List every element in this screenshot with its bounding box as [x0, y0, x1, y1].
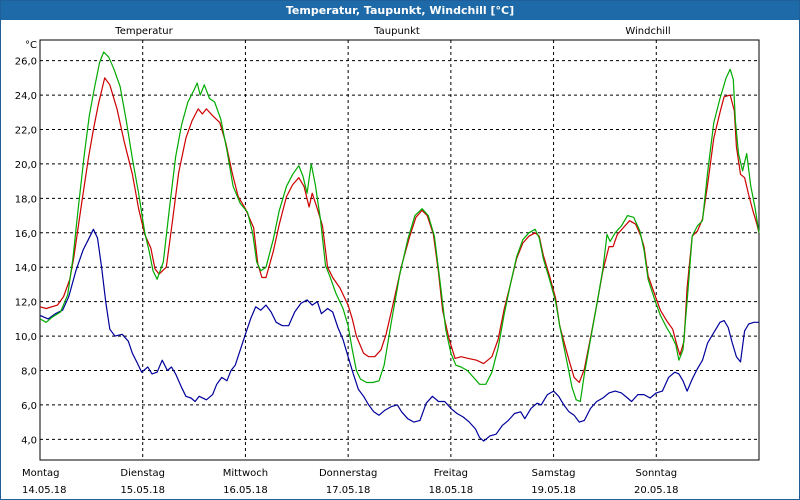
series-line-temperatur [39, 77, 760, 384]
x-tick-day-label: Montag [22, 468, 59, 479]
x-tick-day-label: Samstag [532, 468, 576, 479]
y-tick-label: 16,0 [15, 229, 37, 240]
x-tick-date-label: 16.05.18 [223, 485, 268, 496]
x-tick-date-label: 20.05.18 [634, 485, 679, 496]
y-tick-label: 22,0 [15, 126, 37, 137]
x-tick-date-label: 14.05.18 [22, 485, 67, 496]
legend: Temperatur Taupunkt Windchill [114, 26, 670, 37]
legend-entry-temperatur: Temperatur [114, 26, 173, 37]
x-tick-day-label: Donnerstag [319, 468, 377, 479]
y-tick-label: 26,0 [15, 57, 37, 68]
legend-entry-windchill: Windchill [625, 26, 670, 37]
y-tick-label: 4,0 [21, 435, 37, 446]
y-tick-label: 12,0 [15, 298, 37, 309]
series-lines [39, 51, 760, 442]
y-tick-label: 6,0 [21, 401, 37, 412]
x-tick-day-label: Sonntag [636, 468, 678, 479]
plot-area [39, 39, 760, 461]
x-tick-day-label: Mittwoch [223, 468, 268, 479]
series-line-taupunkt [39, 228, 759, 442]
x-tick-date-label: 15.05.18 [120, 485, 165, 496]
y-tick-label: 24,0 [15, 91, 37, 102]
x-axis: Montag 14.05.18 Dienstag 15.05.18 Mittwoch 16… [22, 468, 679, 496]
y-tick-label: 10,0 [15, 332, 37, 343]
y-axis: 4,0 6,0 8,0 10,0 12,0 14,0 16,0 18,0 20,0 22,0 24,… [15, 57, 37, 447]
x-tick-date-label: 19.05.18 [531, 485, 576, 496]
y-tick-label: 8,0 [21, 366, 37, 377]
x-tick-day-label: Dienstag [120, 468, 165, 479]
grid [40, 40, 759, 460]
y-tick-label: 18,0 [15, 194, 37, 205]
y-axis-unit-label: °C [25, 40, 37, 51]
window-title: Temperatur, Taupunkt, Windchill [°C] [1, 1, 799, 20]
legend-entry-taupunkt: Taupunkt [373, 26, 420, 37]
y-tick-label: 14,0 [15, 263, 37, 274]
x-tick-date-label: 18.05.18 [429, 485, 474, 496]
x-tick-date-label: 17.05.18 [326, 485, 371, 496]
x-tick-day-label: Freitag [434, 468, 468, 479]
series-line-windchill [39, 51, 760, 403]
y-tick-label: 20,0 [15, 160, 37, 171]
